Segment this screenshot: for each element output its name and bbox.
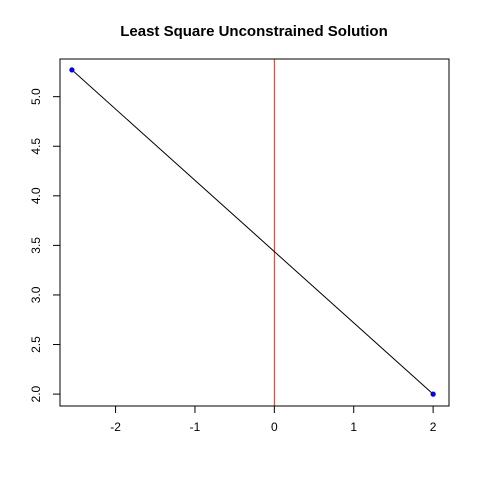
x-tick-label: 0 xyxy=(271,420,278,434)
plot-area xyxy=(69,59,436,406)
x-tick-label: 2 xyxy=(430,420,437,434)
x-tick-label: 1 xyxy=(350,420,357,434)
series-line xyxy=(71,69,434,395)
y-tick-label: 5.0 xyxy=(29,88,43,105)
y-tick-label: 2.5 xyxy=(29,336,43,353)
axes: -2 -1 0 1 2 2.0 2.5 3.0 3.5 4.0 4.5 5.0 xyxy=(29,88,437,434)
y-tick-label: 2.0 xyxy=(29,385,43,402)
y-tick-label: 3.5 xyxy=(29,237,43,254)
data-point-2 xyxy=(430,391,436,397)
chart-title: Least Square Unconstrained Solution xyxy=(120,23,388,40)
x-tick-label: -1 xyxy=(190,420,201,434)
y-tick-label: 4.0 xyxy=(29,187,43,204)
y-tick-label: 4.5 xyxy=(29,138,43,155)
y-tick-label: 3.0 xyxy=(29,286,43,303)
data-point-1 xyxy=(69,67,75,73)
x-tick-label: -2 xyxy=(110,420,121,434)
